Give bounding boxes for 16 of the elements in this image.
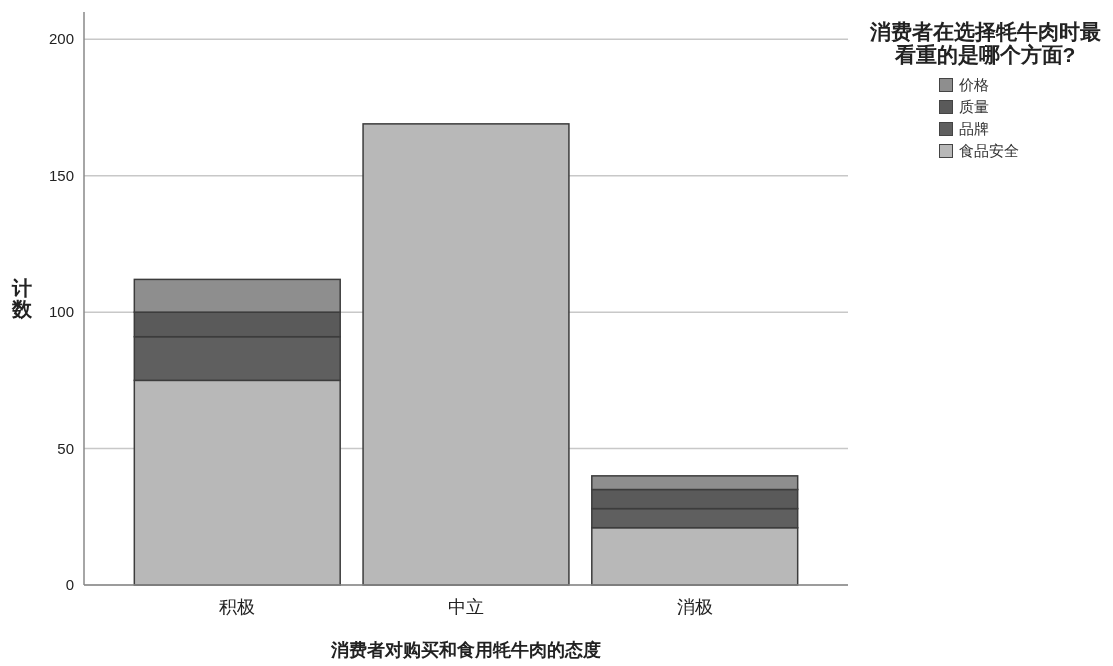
y-tick-label: 200	[48, 30, 74, 48]
x-tick-label: 消极	[676, 597, 713, 617]
y-tick-label: 50	[57, 439, 74, 457]
x-tick-label: 中立	[448, 597, 484, 617]
legend-label: 品牌	[959, 119, 989, 139]
x-axis-title: 消费者对购买和食用牦牛肉的态度	[330, 640, 601, 660]
bar	[362, 123, 570, 586]
legend-label: 食品安全	[959, 141, 1019, 161]
legend-label: 价格	[959, 75, 989, 95]
legend-label: 质量	[959, 97, 989, 117]
y-tick-label: 100	[48, 303, 74, 321]
y-axis-title: 计数	[11, 276, 33, 320]
legend-title: 消费者在选择牦牛肉时最看重的是哪个方面?	[868, 20, 1102, 66]
x-tick-label: 积极	[219, 597, 256, 617]
y-tick-label: 0	[65, 576, 74, 593]
y-tick-label: 150	[48, 166, 74, 184]
